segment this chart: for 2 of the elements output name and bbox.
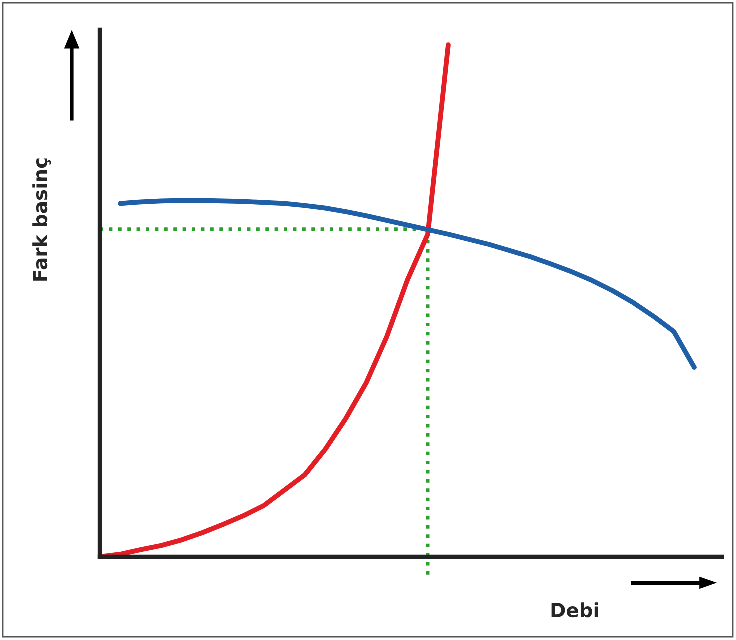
x-axis-title: Debi xyxy=(552,602,598,618)
y-axis-title: Fark basinç xyxy=(32,158,52,281)
